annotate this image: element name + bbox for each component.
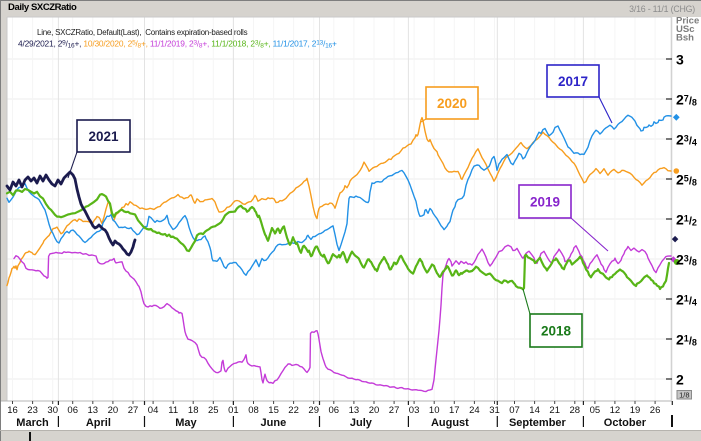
svg-text:Line, SXCZRatio, Default(Last): Line, SXCZRatio, Default(Last), Contains… [37,28,248,37]
svg-text:08: 08 [248,405,259,416]
svg-text:10: 10 [429,405,440,416]
svg-text:Price: Price [676,16,699,27]
svg-text:21/2: 21/2 [676,212,697,228]
svg-text:06: 06 [67,405,78,416]
svg-text:25: 25 [208,405,219,416]
svg-text:15: 15 [268,405,279,416]
svg-text:27: 27 [389,405,400,416]
svg-text:30: 30 [47,405,58,416]
svg-text:23: 23 [27,405,38,416]
svg-text:March: March [16,417,49,429]
svg-text:03: 03 [409,405,420,416]
svg-text:19: 19 [630,405,641,416]
svg-text:27: 27 [128,405,139,416]
svg-text:05: 05 [590,405,601,416]
svg-text:25/8: 25/8 [676,172,697,188]
svg-text:22: 22 [288,405,299,416]
svg-text:01: 01 [228,405,239,416]
svg-text:17: 17 [449,405,460,416]
svg-text:21/8: 21/8 [676,332,697,348]
svg-text:2019: 2019 [530,195,560,210]
svg-text:16: 16 [7,405,18,416]
svg-text:12: 12 [610,405,621,416]
svg-text:2020: 2020 [437,96,467,111]
svg-text:June: June [261,417,287,429]
svg-text:2017: 2017 [558,74,588,89]
svg-text:May: May [175,417,197,429]
svg-text:23/4: 23/4 [676,132,697,148]
svg-text:11: 11 [168,405,178,416]
svg-text:Bsh: Bsh [676,33,694,44]
svg-text:27/8: 27/8 [676,92,697,108]
svg-text:21: 21 [549,405,560,416]
svg-text:July: July [350,417,373,429]
svg-text:24: 24 [469,405,480,416]
svg-text:23/8: 23/8 [676,252,697,268]
svg-text:28: 28 [570,405,581,416]
svg-text:04: 04 [148,405,159,416]
svg-text:13: 13 [88,405,99,416]
svg-text:29: 29 [308,405,319,416]
svg-text:September: September [509,417,567,429]
svg-text:26: 26 [650,405,661,416]
svg-text:1/8: 1/8 [679,391,689,400]
svg-text:14: 14 [529,405,540,416]
svg-text:20: 20 [369,405,380,416]
svg-text:13: 13 [349,405,360,416]
svg-text:2018: 2018 [541,324,572,339]
svg-text:October: October [604,417,647,429]
svg-text:2021: 2021 [88,129,119,144]
svg-text:USc: USc [676,24,694,35]
svg-text:April: April [86,417,111,429]
svg-text:21/4: 21/4 [676,292,697,308]
svg-text:3: 3 [676,52,684,68]
svg-text:2: 2 [676,372,684,388]
svg-text:06: 06 [329,405,340,416]
svg-text:31: 31 [489,405,500,416]
svg-text:20: 20 [108,405,119,416]
svg-text:4/29/2021, 29/16+, 10/30/2020,: 4/29/2021, 29/16+, 10/30/2020, 25/8+, 11… [18,39,337,50]
svg-text:August: August [431,417,469,429]
svg-text:18: 18 [188,405,199,416]
svg-text:07: 07 [509,405,520,416]
